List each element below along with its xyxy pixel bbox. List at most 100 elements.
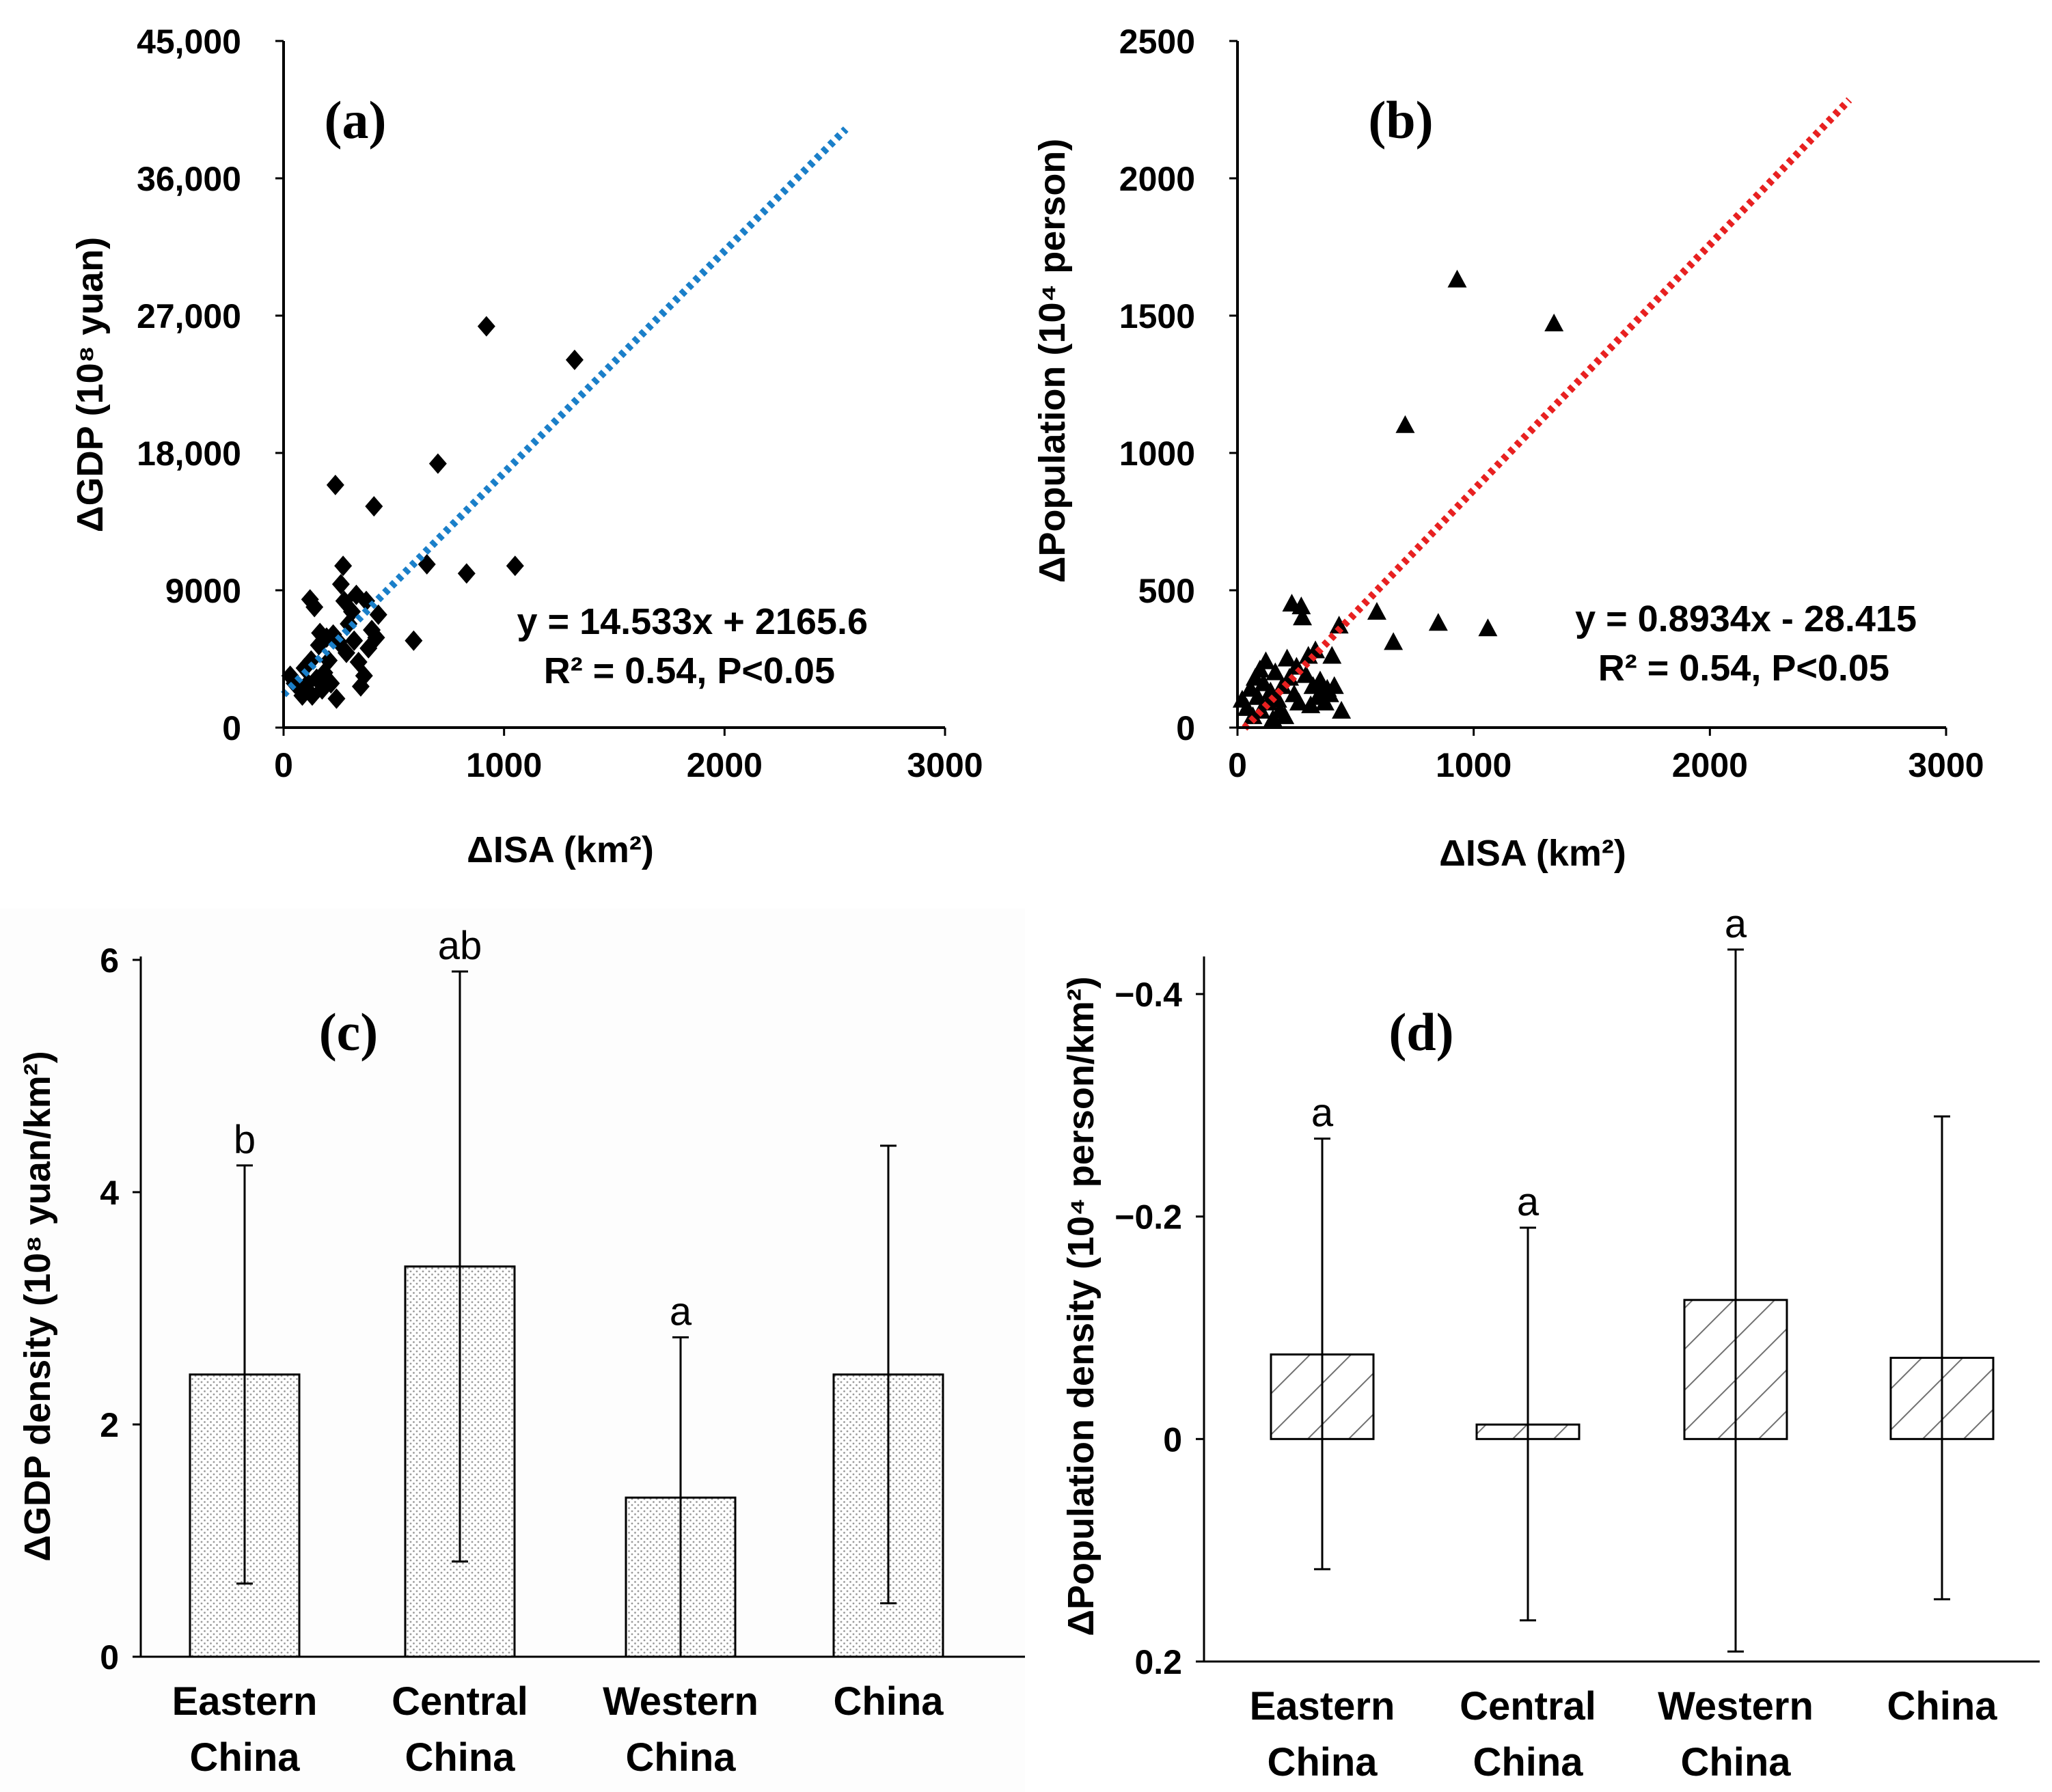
- panel-c-category-3-line1: China: [833, 1679, 944, 1724]
- panel-a-point-17: [322, 673, 340, 694]
- panel-a-point-32: [355, 665, 373, 687]
- panel-d-ticks: 0.2 0 −0.2 −0.4: [1114, 976, 1204, 1681]
- panel-a-point-33: [357, 590, 375, 611]
- panel-b-stats: R² = 0.54, P<0.05: [1598, 648, 1889, 689]
- panel-a-label: (a): [325, 90, 387, 150]
- panel-a-ytick-label-3: 27,000: [137, 297, 241, 335]
- panel-b-point-44: [1428, 613, 1448, 631]
- panel-b-ytick-label-2: 1000: [1119, 435, 1195, 473]
- panel-a-point-28: [345, 630, 364, 651]
- panel-b-points: [1232, 269, 1564, 727]
- panel-a-ytick-label-4: 36,000: [137, 160, 241, 198]
- panel-c-category-2-line1: Western: [603, 1679, 758, 1724]
- panel-b-point-45: [1447, 269, 1467, 288]
- panel-b-point-23: [1289, 692, 1309, 711]
- panel-a-point-22: [331, 574, 350, 595]
- panel-b-point-42: [1384, 632, 1404, 650]
- panel-b-point-3: [1243, 706, 1263, 724]
- panel-d-category-2-line2: China: [1680, 1740, 1791, 1784]
- panel-b-xlabel: ΔISA (km²): [1439, 833, 1626, 874]
- panel-d-significance-0: a: [1311, 1091, 1334, 1135]
- panel-a-xtick-label-0: 0: [274, 746, 293, 784]
- panel-b-point-13: [1266, 662, 1285, 680]
- panel-c-ticks: 0 2 4 6: [100, 941, 141, 1677]
- panel-b-point-5: [1248, 687, 1268, 705]
- panel-a-point-20: [327, 688, 346, 709]
- panel-a-ytick-label-0: 0: [222, 709, 241, 747]
- panel-c-label: (c): [319, 1002, 379, 1062]
- panel-b-point-9: [1256, 651, 1276, 670]
- panel-b-trendline: [1242, 97, 1852, 731]
- panel-c-category-0-line1: Eastern: [172, 1679, 318, 1724]
- panel-b-ytick-label-1: 500: [1138, 572, 1195, 610]
- panel-b-point-47: [1544, 314, 1564, 332]
- panel-b-xtick-label-2: 2000: [1672, 746, 1748, 784]
- panel-b-point-37: [1322, 646, 1342, 664]
- panel-a-point-19: [326, 474, 344, 495]
- panel-d-category-1-line2: China: [1473, 1740, 1583, 1784]
- panel-b-xtick-label-3: 3000: [1908, 746, 1984, 784]
- panel-a-point-25: [337, 642, 355, 663]
- panel-d-ylabel: ΔPopulation density (10⁴ person/km²): [1061, 976, 1102, 1636]
- panel-a-ytick-label-2: 18,000: [137, 435, 241, 473]
- panel-a-ytick-label-1: 9000: [165, 572, 241, 610]
- panel-b-point-43: [1395, 415, 1415, 433]
- panel-a-point-23: [334, 555, 353, 577]
- panel-b-point-26: [1296, 665, 1316, 683]
- panel-a-point-16: [320, 650, 338, 671]
- panel-d-category-1-line1: Central: [1460, 1684, 1596, 1728]
- panel-d-category-3-line1: China: [1887, 1684, 1997, 1728]
- panel-a-stats: R² = 0.54, P<0.05: [544, 650, 835, 691]
- panel-b-point-14: [1268, 689, 1287, 708]
- panel-b-label: (b): [1368, 90, 1433, 150]
- panel-b-point-46: [1478, 618, 1498, 637]
- panel-b-point-38: [1324, 676, 1344, 694]
- panel-c-bars: b Eastern China ab Central China a Western China…: [172, 924, 944, 1780]
- panel-b-point-25: [1293, 607, 1313, 626]
- panel-b-point-17: [1275, 706, 1295, 724]
- panel-d-ytick-label-3: −0.4: [1114, 976, 1182, 1014]
- panel-d-bars: a Eastern China a Central China a Western China C…: [1250, 902, 1998, 1784]
- panel-b-point-40: [1332, 700, 1352, 719]
- panel-a-point-41: [428, 453, 447, 474]
- panel-d-ytick-label-2: −0.2: [1114, 1198, 1182, 1237]
- panel-d-ytick-label-0: 0.2: [1134, 1643, 1182, 1681]
- panel-c-significance-2: a: [670, 1290, 692, 1334]
- panel-b-xtick-label-1: 1000: [1436, 746, 1511, 784]
- panel-a-trendline: [281, 126, 849, 698]
- panel-d-category-0-line1: Eastern: [1250, 1684, 1395, 1728]
- panel-b-point-24: [1291, 596, 1311, 615]
- panel-c-ytick-label-0: 0: [100, 1638, 119, 1677]
- panel-b-point-41: [1367, 602, 1386, 620]
- panel-a-point-38: [369, 604, 387, 625]
- panel-a-ylabel: ΔGDP (10⁸ yuan): [70, 237, 111, 532]
- panel-a-ytick-label-5: 45,000: [137, 23, 241, 61]
- panel-c-category-1-line2: China: [405, 1735, 515, 1780]
- panel-c-category-0-line2: China: [189, 1735, 300, 1780]
- panel-b-ytick-label-4: 2000: [1119, 160, 1195, 198]
- panel-d-label: (d): [1388, 1002, 1453, 1062]
- panel-a-points: [281, 316, 584, 709]
- panel-b: 0 1000 2000 3000 0 500 1000 1500 2000 2500 (b) y …: [1032, 23, 1984, 874]
- panel-b-ytick-label-5: 2500: [1119, 23, 1195, 61]
- panel-b-xtick-label-0: 0: [1228, 746, 1247, 784]
- panel-d-category-2-line1: Western: [1658, 1684, 1814, 1728]
- panel-a-point-43: [477, 316, 495, 337]
- panel-b-equation: y = 0.8934x - 28.415: [1575, 598, 1917, 639]
- panel-c-significance-1: ab: [438, 924, 482, 968]
- panel-a-xtick-label-1: 1000: [466, 746, 542, 784]
- panel-c: b Eastern China ab Central China a Western China…: [0, 909, 1025, 1792]
- panel-a-point-7: [302, 650, 320, 671]
- panel-b-ytick-label-3: 1500: [1119, 297, 1195, 335]
- panel-a: 0 1000 2000 3000 0 9000 18,000 27,000 36,000 45,0…: [70, 23, 983, 870]
- panel-c-category-1-line1: Central: [392, 1679, 528, 1724]
- panel-a-xtick-label-2: 2000: [687, 746, 763, 784]
- panel-c-ytick-label-2: 4: [100, 1174, 119, 1212]
- panel-d-significance-1: a: [1517, 1180, 1540, 1224]
- panel-a-equation: y = 14.533x + 2165.6: [517, 601, 868, 642]
- panel-c-ylabel: ΔGDP density (10⁸ yuan/km²): [17, 1051, 58, 1562]
- panel-b-ylabel: ΔPopulation (10⁴ person): [1032, 139, 1073, 583]
- panel-b-point-18: [1277, 648, 1297, 667]
- panel-a-ticks: 0 1000 2000 3000 0 9000 18,000 27,000 36,000 45,0…: [137, 23, 983, 784]
